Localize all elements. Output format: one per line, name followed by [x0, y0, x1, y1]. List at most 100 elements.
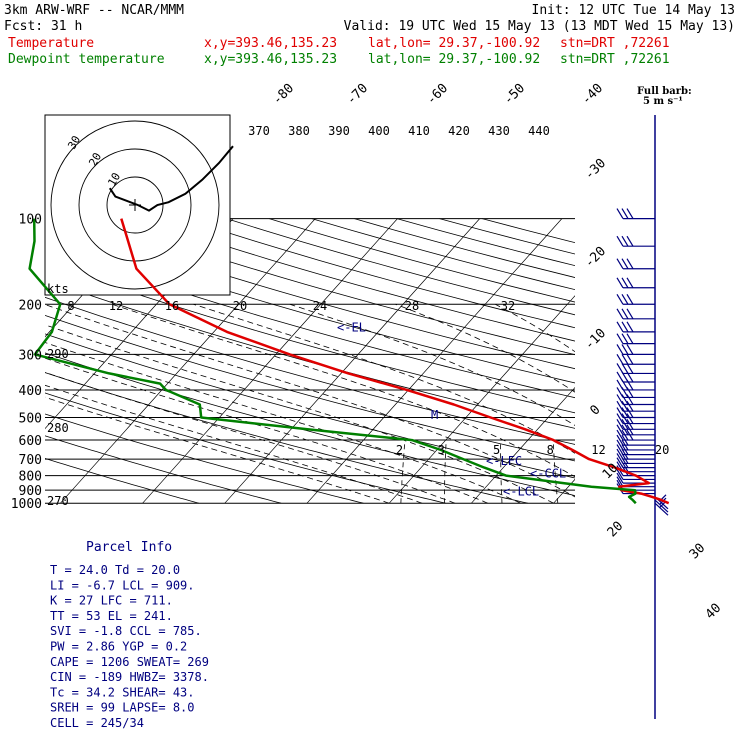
wind-barb [616, 469, 655, 481]
mixing-ratio-label: 5 [493, 443, 500, 457]
dewpoint-legend-label: Dewpoint temperature [8, 52, 165, 67]
hodograph-ring [50, 120, 220, 290]
isotherm-label: -20 [582, 244, 609, 271]
hodograph-axis-label: 8 [67, 299, 74, 313]
level-marker: <-CCL [530, 466, 566, 480]
hodograph-axis-label: 16 [165, 299, 179, 313]
dry-adiabat [45, 372, 528, 504]
isotherm-line [636, 219, 740, 504]
wind-barb [616, 258, 655, 270]
parcel-info-row: Tc = 34.2 SHEAR= 43. [50, 685, 195, 699]
mixing-ratio-label: 20 [655, 443, 669, 457]
barb-legend-title: Full barb: [637, 86, 692, 97]
wind-barb [616, 333, 655, 345]
barb-legend-unit: 5 m s⁻¹ [643, 96, 683, 107]
pressure-label: 600 [19, 434, 42, 449]
moist-adiabat [193, 303, 575, 454]
dry-adiabat [45, 333, 575, 479]
wind-barb [616, 407, 655, 419]
hodograph-ring-label: 20 [86, 151, 104, 169]
moist-adiabat [45, 304, 575, 498]
hodograph-axis-label: 28 [405, 299, 419, 313]
isotherm-label: 20 [605, 519, 627, 541]
parcel-info-panel: Parcel Info T = 24.0 Td = 20.0LI = -6.7 … [45, 537, 230, 730]
isotherm-label: -50 [501, 81, 528, 108]
dry-adiabat [45, 296, 575, 445]
theta-label: 410 [408, 124, 430, 138]
background-grid [44, 114, 740, 719]
model-title: 3km ARW-WRF -- NCAR/MMM [4, 3, 184, 18]
parcel-info-row: SVI = -1.8 CCL = 785. [50, 624, 202, 638]
dry-adiabat [141, 218, 575, 342]
isotherm-label: -10 [582, 326, 609, 353]
parcel-info-row: K = 27 LFC = 711. [50, 594, 173, 608]
isotherm-label: -40 [579, 81, 606, 108]
wind-barb [616, 293, 655, 305]
pressure-label: 100 [19, 213, 42, 228]
parcel-info-background [45, 537, 230, 719]
dry-adiabat [45, 229, 575, 384]
theta-label: 420 [448, 124, 470, 138]
isotherm-label: 30 [687, 541, 709, 563]
temperature-latlon: lat,lon= 29.37,-100.92 [368, 36, 540, 51]
isotherm-label: 40 [703, 601, 725, 623]
isotherm-label: -30 [582, 156, 609, 183]
hodograph-axis-label: 12 [109, 299, 123, 313]
wind-barb [616, 321, 655, 333]
dry-adiabat [56, 218, 575, 370]
wind-barb [616, 413, 655, 425]
hodograph-axis-label: 24 [313, 299, 327, 313]
wind-barb [616, 448, 655, 460]
moist-adiabat [45, 396, 390, 504]
dry-adiabat [396, 218, 575, 267]
dry-adiabat [45, 279, 575, 429]
dry-adiabat [45, 245, 575, 399]
pressure-label: 800 [19, 470, 42, 485]
hodograph-ring-label: 30 [65, 134, 83, 152]
wind-barb [616, 434, 655, 446]
isotherm-label: 0 [587, 402, 603, 418]
hodograph-ring-label: 10 [105, 171, 123, 189]
pressure-label: 200 [19, 298, 42, 313]
hodograph-unit-label: kts [47, 282, 69, 296]
wind-barb [616, 353, 655, 365]
init-time: Init: 12 UTC Tue 14 May 13 [532, 3, 736, 18]
wind-barb [616, 277, 655, 289]
wind-barbs [616, 115, 669, 719]
parcel-info-title: Parcel Info [86, 540, 172, 555]
moist-adiabat [111, 303, 575, 478]
theta-label: 370 [248, 124, 270, 138]
parcel-info-row: T = 24.0 Td = 20.0 [50, 563, 180, 577]
hodograph [44, 114, 234, 296]
moist-adiabat [289, 303, 575, 426]
wind-barb [616, 308, 655, 320]
mixing-ratio-line [552, 440, 559, 504]
dry-adiabat [354, 218, 575, 278]
hodograph-ring [106, 176, 164, 234]
level-marker: <-LFC [486, 454, 522, 468]
hodograph-axis-label: 32 [501, 299, 515, 313]
parcel-info-row: CAPE = 1206 SWEAT= 269 [50, 655, 209, 669]
parcel-info-row: TT = 53 EL = 241. [50, 609, 173, 623]
sounding-curves [28, 218, 670, 505]
temperature-curve [120, 218, 670, 505]
wind-barb [616, 418, 655, 430]
dewpoint-station: stn=DRT ,72261 [560, 52, 670, 67]
isotherm-label: -60 [424, 81, 451, 108]
temperature-legend-label: Temperature [8, 36, 94, 51]
level-marker: <-LCL [503, 484, 539, 498]
isotherm-label: -70 [344, 81, 371, 108]
isotherm-label: -80 [270, 81, 297, 108]
dry-adiabat-label: 280 [47, 421, 69, 435]
pressure-label: 700 [19, 453, 42, 468]
dry-adiabat [45, 435, 282, 504]
wind-barb [616, 344, 655, 355]
mixing-ratio-line [444, 440, 447, 504]
grid-lines [45, 218, 740, 504]
isotherm-line [388, 295, 575, 504]
level-marker: <-EL [337, 320, 366, 334]
isotherm-line [471, 386, 575, 504]
wind-barb [616, 444, 655, 456]
dewpoint-curve [28, 218, 637, 505]
